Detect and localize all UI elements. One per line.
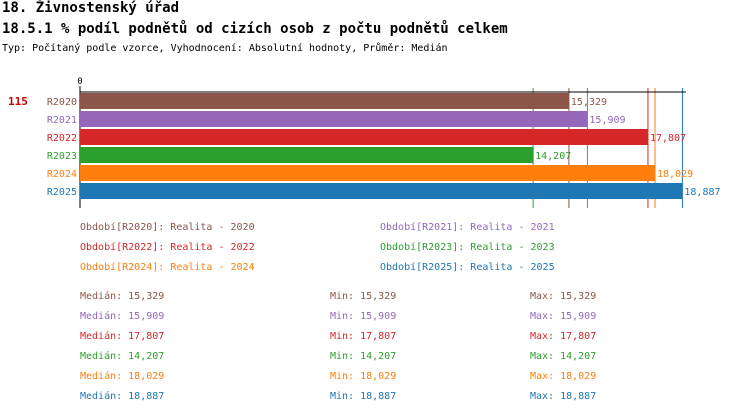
category-label: R2025: [47, 187, 77, 198]
value-label: 15,329: [571, 97, 607, 108]
stat-max: Max: 18,887: [530, 391, 597, 402]
bar-r2022: [80, 129, 648, 145]
bar-r2024: [80, 165, 656, 181]
stat-median: Medián: 17,807: [80, 331, 165, 342]
bar-r2020: [80, 93, 569, 109]
page-title: 18. Živnostenský úřad: [2, 0, 180, 16]
axis-zero-tick-label: 0: [77, 77, 82, 87]
value-label: 15,909: [589, 115, 625, 126]
stat-median: Medián: 18,029: [80, 371, 165, 382]
stat-min: Min: 15,909: [330, 311, 397, 322]
stat-max: Max: 17,807: [530, 331, 597, 342]
legend-entry: Období[R2025]: Realita - 2025: [380, 262, 555, 273]
stat-min: Min: 18,887: [330, 391, 397, 402]
stat-min: Min: 14,207: [330, 351, 397, 362]
chart-title: 18.5.1 % podíl podnětů od cizích osob z …: [2, 21, 508, 37]
value-label: 18,029: [657, 169, 693, 180]
category-label: R2022: [47, 133, 77, 144]
stat-min: Min: 15,329: [330, 291, 397, 302]
bar-r2023: [80, 147, 534, 163]
row-marker-label: 115: [8, 95, 28, 108]
bar-r2021: [80, 111, 588, 127]
stat-min: Min: 18,029: [330, 371, 397, 382]
stat-max: Max: 15,329: [530, 291, 597, 302]
value-label: 14,207: [535, 151, 571, 162]
legend-entry: Období[R2020]: Realita - 2020: [80, 222, 255, 233]
legend-entry: Období[R2022]: Realita - 2022: [80, 242, 255, 253]
chart-type-info: Typ: Počítaný podle vzorce, Vyhodnocení:…: [2, 43, 448, 54]
category-label: R2023: [47, 151, 77, 162]
stat-max: Max: 15,909: [530, 311, 597, 322]
stat-min: Min: 17,807: [330, 331, 397, 342]
category-label: R2021: [47, 115, 77, 126]
stat-max: Max: 18,029: [530, 371, 597, 382]
category-label: R2024: [47, 169, 77, 180]
value-label: 17,807: [650, 133, 686, 144]
stat-median: Medián: 14,207: [80, 351, 165, 362]
legend-entry: Období[R2024]: Realita - 2024: [80, 262, 255, 273]
bar-r2025: [80, 183, 683, 199]
stat-median: Medián: 15,909: [80, 311, 165, 322]
legend-entry: Období[R2021]: Realita - 2021: [380, 222, 555, 233]
stat-max: Max: 14,207: [530, 351, 597, 362]
category-label: R2020: [47, 97, 77, 108]
stat-median: Medián: 15,329: [80, 291, 165, 302]
value-label: 18,887: [684, 187, 720, 198]
legend-entry: Období[R2023]: Realita - 2023: [380, 242, 555, 253]
stat-median: Medián: 18,887: [80, 391, 165, 402]
